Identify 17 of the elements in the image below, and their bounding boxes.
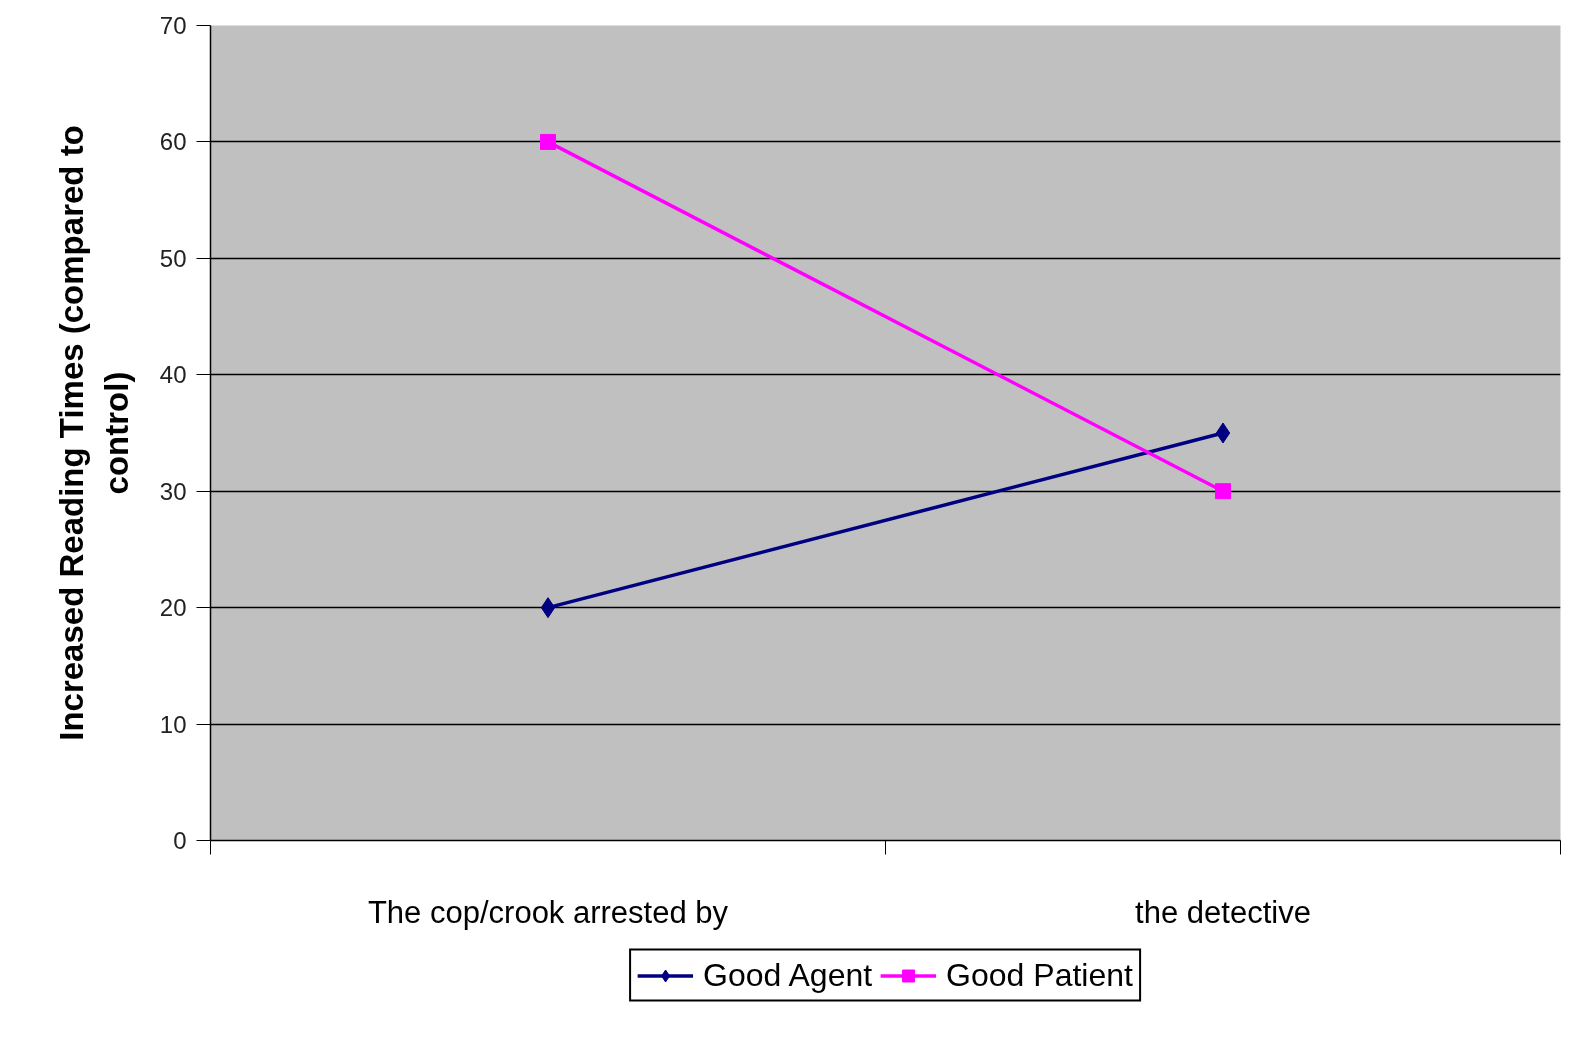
- point: [540, 597, 556, 619]
- y-tick-label: 10: [159, 710, 187, 738]
- y-tick-label: 30: [159, 477, 187, 505]
- y-tick-label: 50: [159, 244, 187, 272]
- y-tick-label: 40: [159, 361, 187, 389]
- x-tick-label: the detective: [1135, 894, 1311, 930]
- y-tick-label: 0: [173, 827, 187, 854]
- legend-label: Good Patient: [946, 956, 1133, 994]
- y-tick-label: 60: [159, 128, 187, 156]
- point: [1215, 422, 1231, 444]
- point: [540, 133, 556, 150]
- x-tick-label: The cop/crook arrested by: [367, 894, 729, 930]
- y-tick-label: 70: [159, 12, 187, 39]
- point: [1215, 483, 1231, 500]
- legend-label: Good Agent: [703, 956, 873, 994]
- y-axis-title: Increased Reading Times (compared to control): [53, 125, 135, 741]
- y-tick-label: 20: [159, 594, 187, 622]
